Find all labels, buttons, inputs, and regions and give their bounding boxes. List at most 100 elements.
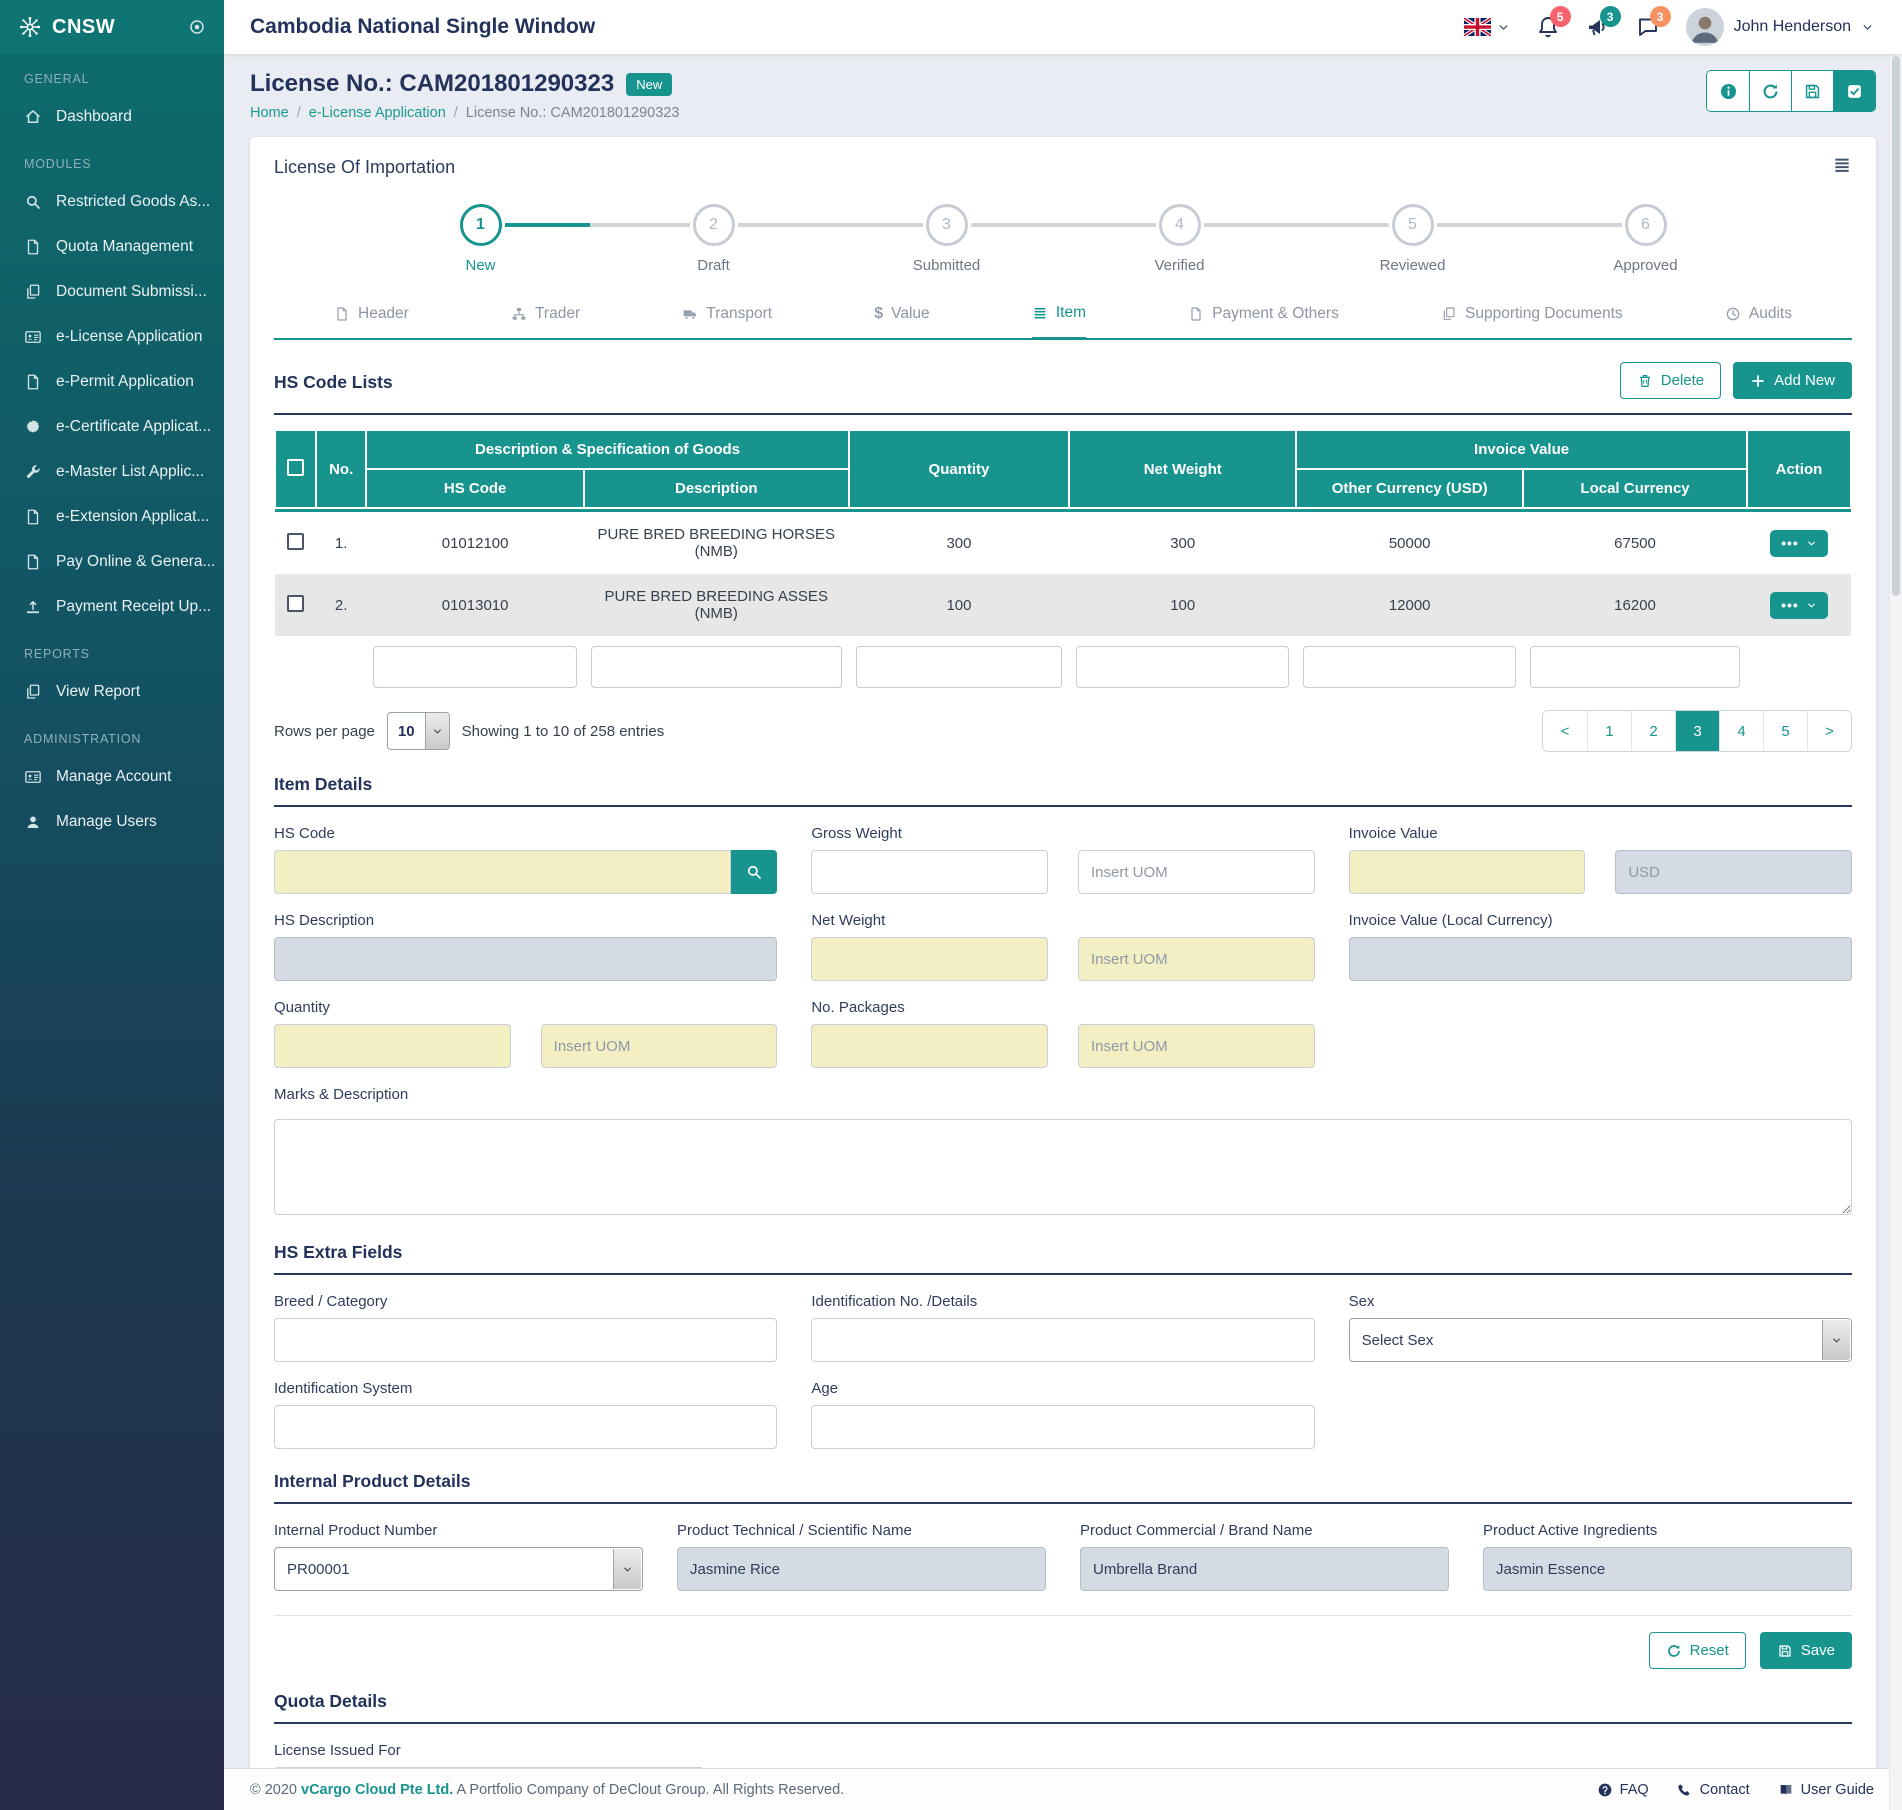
tab-payment-others[interactable]: Payment & Others xyxy=(1188,304,1339,338)
internal-product-details-title: Internal Product Details xyxy=(274,1471,471,1491)
topbar: Cambodia National Single Window 5 3 3 xyxy=(224,0,1902,54)
announcements-button[interactable]: 3 xyxy=(1586,6,1621,39)
pagination-page-2[interactable]: 2 xyxy=(1631,711,1675,751)
identification-system-label: Identification System xyxy=(274,1380,413,1397)
pagination-next[interactable]: > xyxy=(1807,711,1851,751)
quantity-uom-input[interactable] xyxy=(540,1024,778,1068)
filter-description-input[interactable] xyxy=(590,646,842,688)
card-menu-button[interactable] xyxy=(1832,155,1852,180)
gross-weight-uom-input[interactable] xyxy=(1078,850,1315,894)
save-button[interactable] xyxy=(1791,71,1833,111)
faq-link[interactable]: FAQ xyxy=(1597,1782,1649,1798)
no-packages-input[interactable] xyxy=(811,1024,1048,1068)
pagination-page-3[interactable]: 3 xyxy=(1675,711,1719,751)
dollar-icon: $ xyxy=(874,304,884,322)
hs-code-input[interactable] xyxy=(274,850,732,894)
company-link[interactable]: vCargo Cloud Pte Ltd. xyxy=(301,1781,454,1798)
sidebar-item-view-report[interactable]: View Report xyxy=(0,669,224,714)
filter-local-currency-input[interactable] xyxy=(1530,646,1740,688)
hs-code-lists-title: HS Code Lists xyxy=(274,372,393,392)
page-action-group xyxy=(1706,70,1876,112)
seal-icon xyxy=(24,418,42,436)
brand-name: CNSW xyxy=(52,15,116,38)
sidebar-item-pay-online[interactable]: Pay Online & Genera... xyxy=(0,539,224,584)
sidebar-item-payment-receipt[interactable]: Payment Receipt Up... xyxy=(0,584,224,629)
row-checkbox[interactable] xyxy=(286,532,304,550)
tab-value[interactable]: $ Value xyxy=(874,304,930,322)
save-item-button[interactable]: Save xyxy=(1759,1632,1852,1669)
row-action-button[interactable]: ••• xyxy=(1770,591,1828,619)
filter-net-weight-input[interactable] xyxy=(1076,646,1290,688)
net-weight-input[interactable] xyxy=(811,937,1048,981)
sidebar-item-emaster-list[interactable]: e-Master List Applic... xyxy=(0,449,224,494)
breed-category-input[interactable] xyxy=(274,1318,778,1362)
sidebar-item-epermit-application[interactable]: e-Permit Application xyxy=(0,359,224,404)
net-weight-uom-input[interactable] xyxy=(1078,937,1315,981)
scrollbar-thumb[interactable] xyxy=(1892,56,1900,596)
sidebar-item-ecertificate-application[interactable]: e-Certificate Applicat... xyxy=(0,404,224,449)
user-guide-link[interactable]: User Guide xyxy=(1778,1782,1874,1798)
col-local-currency: Local Currency xyxy=(1522,468,1748,509)
tab-transport[interactable]: Transport xyxy=(682,304,772,338)
select-all-checkbox[interactable] xyxy=(286,458,304,476)
sidebar-item-dashboard[interactable]: Dashboard xyxy=(0,94,224,139)
delete-button[interactable]: Delete xyxy=(1619,362,1722,399)
status-badge: New xyxy=(626,72,673,96)
rows-per-page-select[interactable]: 10 xyxy=(386,712,450,750)
identification-system-input[interactable] xyxy=(274,1405,778,1449)
tab-supporting-documents[interactable]: Supporting Documents xyxy=(1441,304,1623,338)
sidebar-item-eextension-application[interactable]: e-Extension Applicat... xyxy=(0,494,224,539)
tab-trader[interactable]: Trader xyxy=(511,304,580,338)
filter-hs-code-input[interactable] xyxy=(373,646,577,688)
marks-description-textarea[interactable] xyxy=(274,1119,1852,1215)
internal-product-number-label: Internal Product Number xyxy=(274,1522,438,1539)
refresh-button[interactable] xyxy=(1749,71,1791,111)
user-menu[interactable]: John Henderson xyxy=(1685,8,1874,46)
language-selector[interactable] xyxy=(1464,18,1510,36)
sidebar-collapse-icon[interactable] xyxy=(188,18,206,36)
filter-other-currency-input[interactable] xyxy=(1303,646,1517,688)
messages-button[interactable]: 3 xyxy=(1636,6,1671,39)
breadcrumb-elicense[interactable]: e-License Application xyxy=(308,105,446,121)
scrollbar[interactable] xyxy=(1889,0,1902,1810)
confirm-button[interactable] xyxy=(1833,71,1875,111)
quantity-input[interactable] xyxy=(274,1024,511,1068)
sidebar-section-reports: REPORTS xyxy=(24,647,90,661)
pagination-page-5[interactable]: 5 xyxy=(1763,711,1807,751)
sidebar-item-elicense-application[interactable]: e-License Application xyxy=(0,314,224,359)
col-group-description: Description & Specification of Goods xyxy=(365,429,850,470)
filter-quantity-input[interactable] xyxy=(855,646,1063,688)
identification-no-input[interactable] xyxy=(811,1318,1315,1362)
sidebar-item-manage-users[interactable]: Manage Users xyxy=(0,799,224,844)
row-checkbox[interactable] xyxy=(286,594,304,612)
tab-audits[interactable]: Audits xyxy=(1725,304,1792,338)
sidebar-item-restricted-goods[interactable]: Restricted Goods As... xyxy=(0,179,224,224)
plus-icon xyxy=(1750,373,1766,389)
no-packages-uom-input[interactable] xyxy=(1078,1024,1315,1068)
sex-select[interactable]: Select Sex xyxy=(1348,1318,1852,1362)
internal-product-number-select[interactable]: PR00001 xyxy=(274,1547,643,1591)
age-input[interactable] xyxy=(811,1405,1315,1449)
sidebar-item-manage-account[interactable]: Manage Account xyxy=(0,754,224,799)
row-action-button[interactable]: ••• xyxy=(1770,529,1828,557)
pagination-page-4[interactable]: 4 xyxy=(1719,711,1763,751)
add-new-button[interactable]: Add New xyxy=(1733,362,1852,399)
pagination-page-1[interactable]: 1 xyxy=(1587,711,1631,751)
info-button[interactable] xyxy=(1707,71,1749,111)
pagination-prev[interactable]: < xyxy=(1543,711,1587,751)
chevron-down-icon xyxy=(424,713,449,749)
gross-weight-input[interactable] xyxy=(811,850,1048,894)
hs-description-label: HS Description xyxy=(274,912,375,929)
age-label: Age xyxy=(811,1380,839,1397)
sidebar-item-quota-management[interactable]: Quota Management xyxy=(0,224,224,269)
notifications-button[interactable]: 5 xyxy=(1536,6,1571,39)
cnsw-logo-icon xyxy=(18,15,42,39)
invoice-value-input[interactable] xyxy=(1348,850,1586,894)
tab-header[interactable]: Header xyxy=(334,304,409,338)
tab-item[interactable]: Item xyxy=(1031,304,1086,340)
hs-code-search-button[interactable] xyxy=(731,850,778,894)
breadcrumb-home[interactable]: Home xyxy=(250,105,289,121)
contact-link[interactable]: Contact xyxy=(1677,1782,1750,1798)
sidebar-item-document-submission[interactable]: Document Submissi... xyxy=(0,269,224,314)
reset-button[interactable]: Reset xyxy=(1648,1632,1746,1669)
